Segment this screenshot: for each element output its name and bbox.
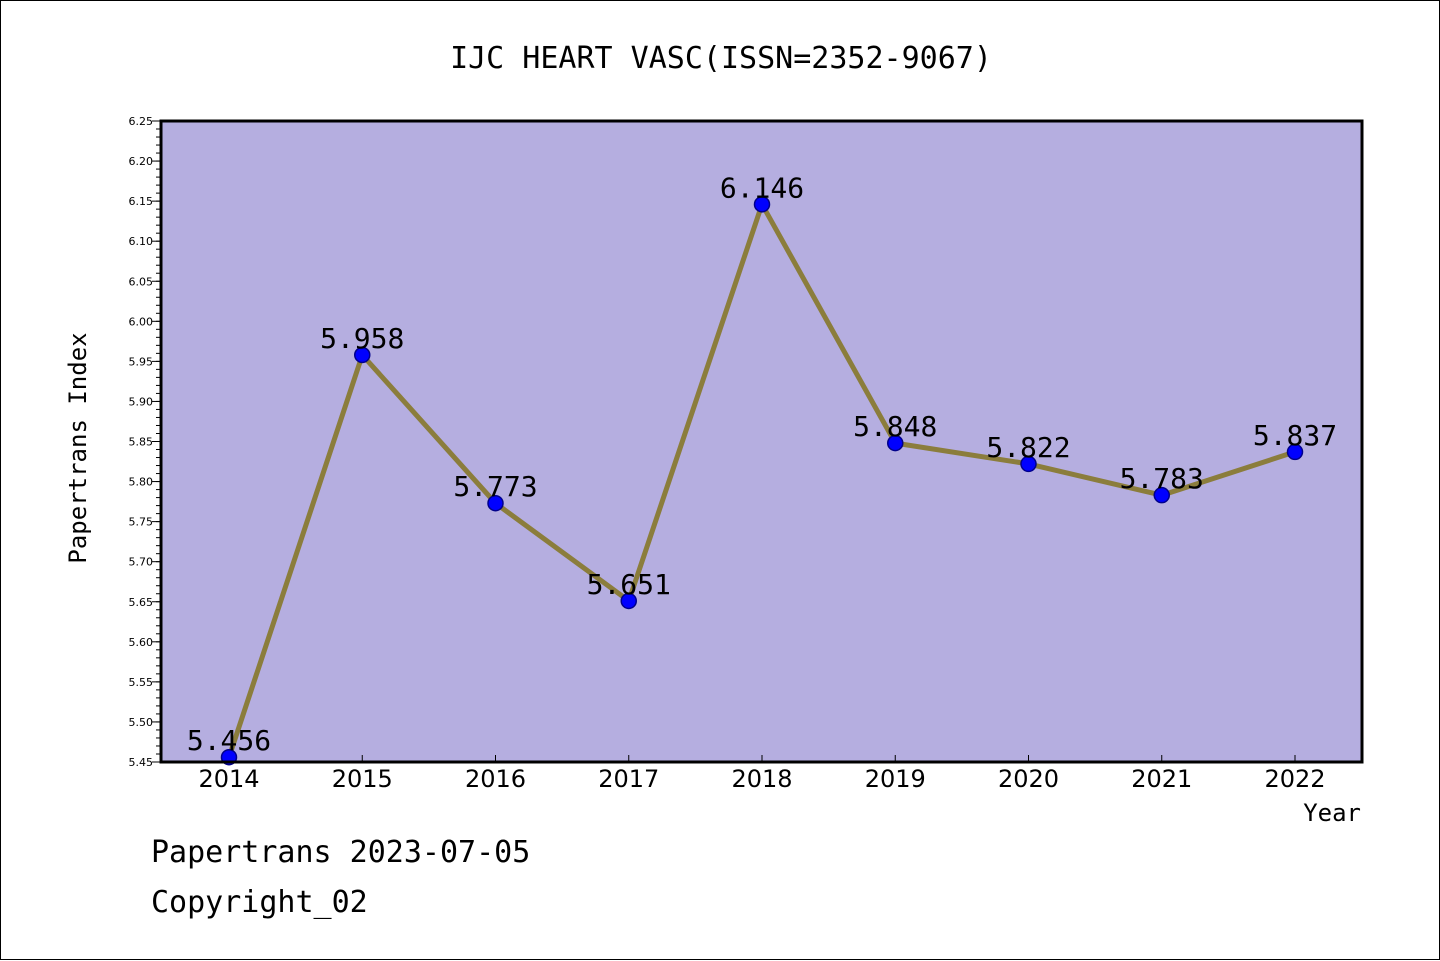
y-tick-label: 6.25 — [129, 115, 154, 128]
data-point — [1153, 486, 1170, 504]
plot-border — [159, 119, 1364, 764]
data-point — [1020, 455, 1037, 473]
y-tick-label: 5.55 — [129, 676, 154, 689]
y-tick-label: 5.70 — [129, 556, 154, 569]
x-tick-label: 2021 — [1131, 765, 1192, 793]
y-tick-label: 5.75 — [129, 516, 154, 529]
data-label: 5.822 — [986, 431, 1070, 464]
data-label: 5.651 — [587, 568, 671, 601]
data-label: 5.848 — [853, 410, 937, 443]
data-labels: 5.456 5.958 5.773 5.651 6.146 5.848 5.822 5.783… — [187, 171, 1337, 757]
y-tick-label: 5.65 — [129, 596, 154, 609]
y-tick-label: 6.05 — [129, 275, 154, 288]
data-point — [487, 494, 504, 512]
y-tick-label: 5.60 — [129, 636, 154, 649]
x-tick-label: 2020 — [998, 765, 1059, 793]
data-label: 5.773 — [453, 470, 537, 503]
x-tick-label: 2022 — [1264, 765, 1325, 793]
x-tick-label: 2017 — [598, 765, 659, 793]
data-label: 5.456 — [187, 724, 271, 757]
footer-copyright: Copyright_02 — [151, 885, 368, 920]
chart-title: IJC HEART VASC(ISSN=2352-9067) — [450, 41, 992, 76]
y-axis-ticks: 5.45 5.50 5.55 5.60 5.65 5.70 5.75 5.80 5.85 5.90… — [129, 115, 161, 769]
y-tick-label: 5.90 — [129, 395, 154, 408]
y-tick-label: 5.85 — [129, 436, 154, 449]
y-tick-label: 6.10 — [129, 235, 154, 248]
data-point — [620, 592, 637, 610]
x-axis-ticks: 2014 2015 2016 2017 2018 2019 2020 2021 2022 — [198, 755, 1326, 793]
data-label: 5.783 — [1120, 462, 1204, 495]
data-label: 5.837 — [1253, 419, 1337, 452]
y-tick-label: 5.95 — [129, 355, 154, 368]
x-tick-label: 2018 — [731, 765, 792, 793]
data-point — [753, 196, 771, 213]
y-tick-label: 5.80 — [129, 476, 154, 489]
data-points — [220, 196, 1304, 766]
y-axis-label: Papertrans Index — [64, 332, 92, 563]
plot-area — [161, 121, 1362, 762]
footer-date: Papertrans 2023-07-05 — [151, 835, 531, 870]
y-tick-label: 6.00 — [129, 315, 154, 328]
data-label: 6.146 — [720, 171, 804, 204]
y-tick-label: 5.45 — [129, 756, 154, 769]
y-tick-label: 6.20 — [129, 155, 154, 168]
data-label: 5.958 — [320, 322, 404, 355]
x-tick-label: 2014 — [198, 765, 259, 793]
data-point — [887, 434, 904, 452]
y-tick-label: 6.15 — [129, 195, 154, 208]
data-point — [354, 346, 371, 364]
data-point — [1286, 443, 1304, 461]
x-axis-label: Year — [1303, 799, 1361, 827]
y-tick-label: 5.50 — [129, 716, 154, 729]
x-tick-label: 2019 — [865, 765, 926, 793]
x-tick-label: 2016 — [465, 765, 526, 793]
x-tick-label: 2015 — [332, 765, 393, 793]
